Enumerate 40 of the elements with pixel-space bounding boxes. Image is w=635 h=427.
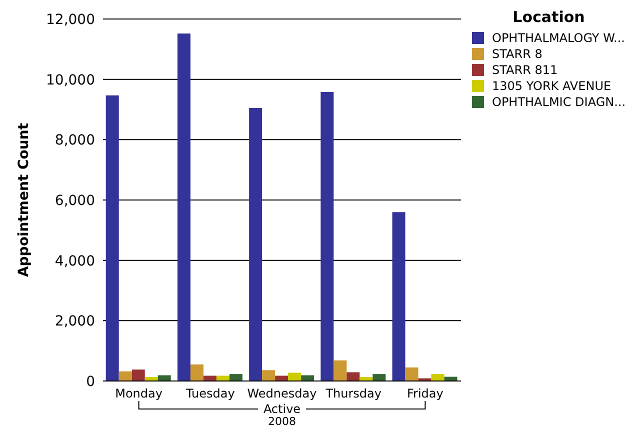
bar [262, 370, 276, 381]
bar [190, 364, 204, 381]
y-axis-title: Appointment Count [16, 122, 32, 278]
bar [106, 95, 119, 381]
bar [334, 360, 347, 381]
legend-label: OPHTHALMIC DIAGN... [492, 95, 626, 109]
y-tick-label: 8,000 [54, 132, 95, 149]
bar [132, 370, 145, 381]
y-tick-label: 4,000 [54, 253, 95, 270]
bar [249, 108, 262, 381]
bar [229, 374, 242, 381]
y-tick-label: 6,000 [54, 192, 95, 209]
bar [177, 33, 190, 381]
x-tick-label: Thursday [324, 386, 382, 401]
bar [216, 376, 230, 381]
y-tick-label: 0 [86, 374, 95, 390]
x-tick-label: Wednesday [247, 386, 317, 401]
bar [320, 92, 334, 381]
legend-label: 1305 YORK AVENUE [492, 79, 612, 93]
bar [346, 372, 360, 381]
bar [118, 371, 132, 381]
bar [405, 367, 418, 381]
legend-title: Location [512, 8, 586, 26]
legend-label: STARR 8 [492, 47, 542, 61]
x-tick-label: Tuesday [184, 386, 235, 401]
bar [275, 376, 288, 381]
y-tick-label: 10,000 [46, 72, 95, 88]
x-tick-label: Monday [115, 386, 162, 401]
x-axis-title: Active [263, 402, 301, 416]
y-tick-label: 2,000 [54, 314, 95, 330]
bar [288, 372, 302, 381]
bar [203, 376, 216, 381]
x-tick-label: Friday [407, 386, 444, 401]
text: 2008 [268, 415, 296, 427]
legend-label: OPHTHALMALOGY W... [492, 31, 625, 45]
bar [431, 374, 444, 381]
legend-label: STARR 811 [492, 63, 558, 77]
y-tick-label: 12,000 [46, 12, 95, 28]
bar [392, 212, 406, 381]
bar [372, 374, 386, 381]
